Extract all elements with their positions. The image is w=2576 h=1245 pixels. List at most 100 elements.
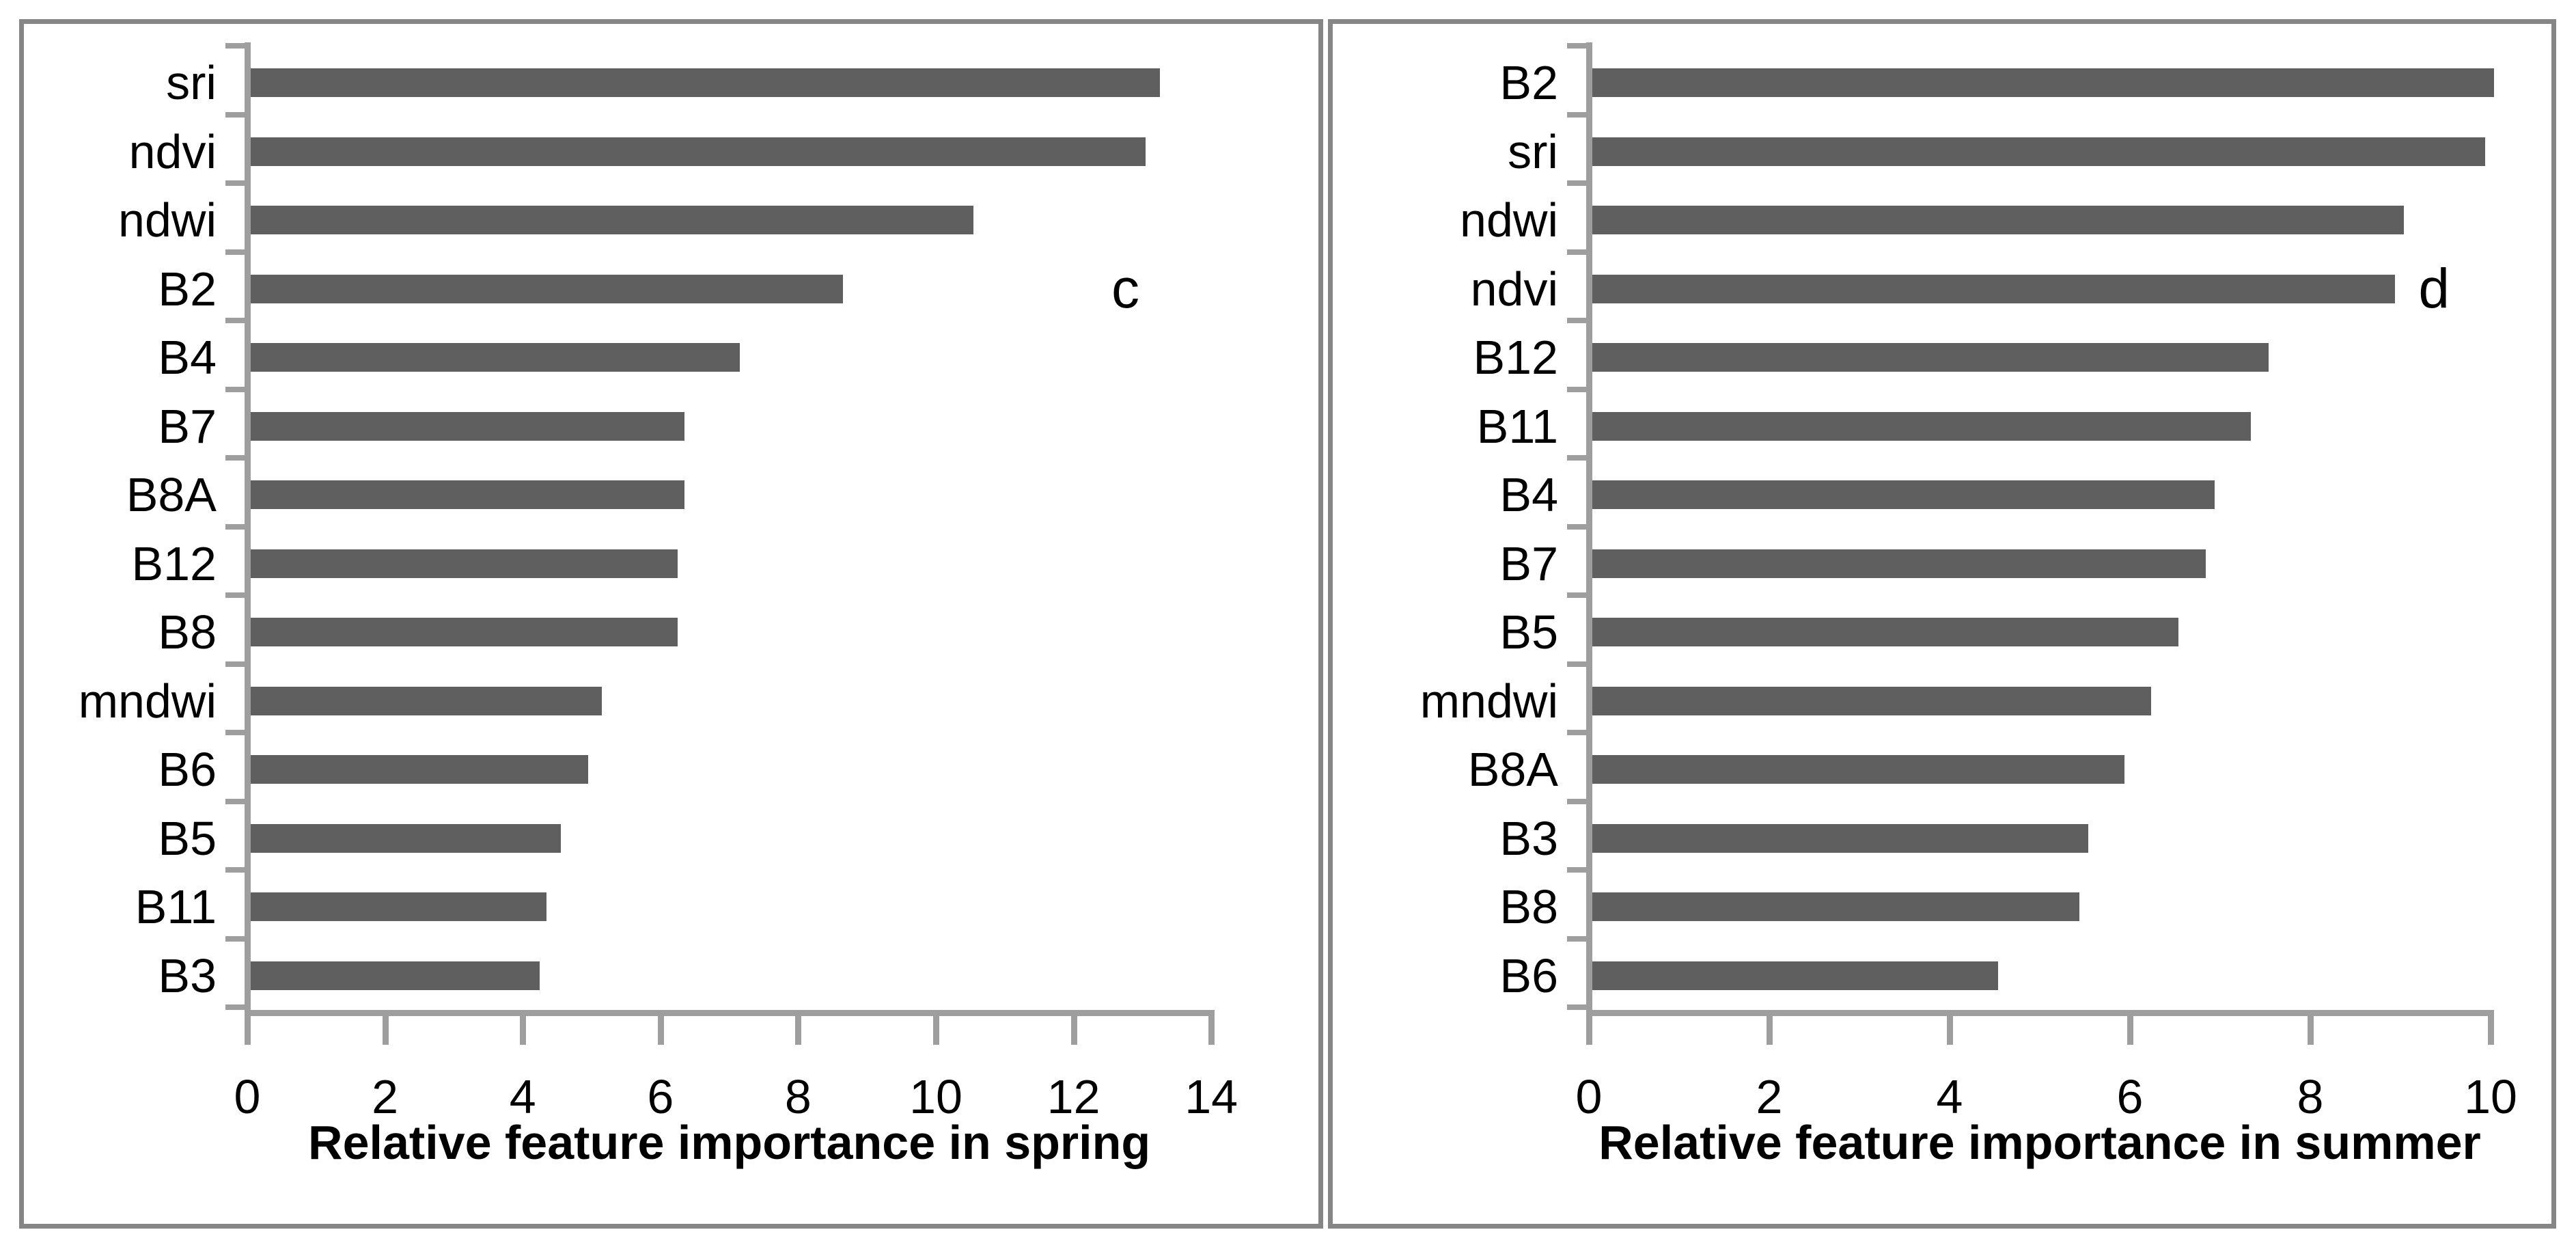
bar-B2 — [1592, 68, 2494, 98]
x-axis-title: Relative feature importance in spring — [308, 1116, 1151, 1169]
y-axis-tick — [225, 43, 245, 49]
x-axis-tick — [1767, 1016, 1773, 1045]
category-label-B7: B7 — [1499, 536, 1558, 590]
y-axis-tick — [225, 523, 245, 530]
y-axis-tick — [225, 798, 245, 804]
category-label-B2: B2 — [158, 262, 217, 316]
category-label-B6: B6 — [1499, 948, 1558, 1002]
category-label-ndwi: ndwi — [1460, 193, 1558, 247]
x-axis-tick — [2308, 1016, 2314, 1045]
category-label-B7: B7 — [158, 399, 217, 453]
y-axis-tick — [225, 111, 245, 118]
x-tick-label-6: 6 — [647, 1070, 674, 1123]
bar-B7 — [1592, 549, 2206, 578]
bar-B5 — [251, 823, 561, 853]
bar-B8 — [1592, 892, 2079, 922]
category-label-mndwi: mndwi — [78, 674, 217, 728]
x-axis-tick — [1070, 1016, 1077, 1045]
x-tick-label-8: 8 — [2297, 1070, 2324, 1123]
x-axis-tick — [795, 1016, 802, 1045]
y-axis-line — [245, 42, 251, 1010]
x-axis-line — [1586, 1010, 2494, 1016]
x-tick-label-8: 8 — [784, 1070, 812, 1123]
category-label-sri: sri — [1508, 124, 1558, 178]
y-axis-tick — [1567, 592, 1586, 598]
category-label-B8: B8 — [158, 605, 217, 659]
x-tick-label-2: 2 — [1756, 1070, 1783, 1123]
x-tick-label-12: 12 — [1047, 1070, 1100, 1123]
bar-B4 — [1592, 480, 2215, 510]
y-axis-tick — [225, 867, 245, 873]
category-label-B8A: B8A — [126, 468, 217, 522]
bar-B8 — [251, 618, 678, 647]
bar-B12 — [251, 549, 678, 578]
y-axis-tick — [1567, 318, 1586, 323]
x-axis-tick — [1947, 1016, 1953, 1045]
category-label-B5: B5 — [1499, 605, 1558, 659]
bar-sri — [1592, 137, 2485, 166]
y-axis-tick — [1567, 935, 1586, 942]
y-axis-tick — [1567, 455, 1586, 461]
category-label-B3: B3 — [158, 948, 217, 1002]
bar-B6 — [251, 755, 588, 784]
bar-B6 — [1592, 961, 1998, 990]
category-label-B3: B3 — [1499, 811, 1558, 865]
bar-B3 — [1592, 823, 2088, 853]
panel-spring: sri ndvi ndwi B2 B4 B7 B8A B12 B8 mndwi B6 B5 B11 B3 0… — [19, 19, 1323, 1229]
x-tick-label-6: 6 — [2116, 1070, 2144, 1123]
category-label-B12: B12 — [1473, 331, 1558, 385]
y-axis-tick — [1567, 730, 1586, 735]
category-label-ndvi: ndvi — [128, 124, 217, 178]
y-axis-tick — [225, 249, 245, 255]
y-axis-line — [1586, 42, 1592, 1010]
category-label-B4: B4 — [1499, 468, 1558, 522]
y-axis-tick — [1567, 523, 1586, 530]
y-axis-tick — [1567, 386, 1586, 392]
y-axis-tick — [1567, 661, 1586, 667]
category-label-ndvi: ndvi — [1470, 262, 1558, 316]
x-axis-tick — [1208, 1016, 1215, 1045]
panel-letter-c: c — [1111, 257, 1140, 320]
category-label-mndwi: mndwi — [1419, 674, 1558, 728]
x-axis-tick — [382, 1016, 389, 1045]
y-axis-tick — [225, 730, 245, 735]
x-axis-tick — [1586, 1016, 1592, 1045]
y-axis-tick — [1567, 867, 1586, 873]
panel-letter-d: d — [2418, 257, 2450, 320]
x-tick-label-0: 0 — [1575, 1070, 1603, 1123]
x-axis-tick — [520, 1016, 527, 1045]
category-label-B11: B11 — [135, 880, 217, 934]
y-axis-tick — [1567, 798, 1586, 804]
category-label-B11: B11 — [1476, 399, 1558, 453]
x-axis-title: Relative feature importance in summer — [1598, 1116, 2481, 1169]
bar-B2 — [251, 274, 843, 303]
y-axis-tick — [225, 180, 245, 186]
y-axis-tick — [225, 455, 245, 461]
y-axis-tick — [1567, 43, 1586, 49]
x-axis-tick — [2488, 1016, 2494, 1045]
bar-B5 — [1592, 618, 2178, 647]
bar-B3 — [251, 961, 540, 990]
bar-ndwi — [251, 206, 973, 235]
category-label-B8A: B8A — [1467, 743, 1558, 797]
y-axis-tick — [1567, 249, 1586, 255]
x-axis-tick — [933, 1016, 939, 1045]
category-label-B8: B8 — [1499, 880, 1558, 934]
bar-mndwi — [251, 686, 602, 715]
bar-B4 — [251, 343, 740, 372]
bar-ndwi — [1592, 206, 2404, 235]
x-tick-label-0: 0 — [234, 1070, 261, 1123]
bar-ndvi — [251, 137, 1146, 166]
category-label-B6: B6 — [158, 743, 217, 797]
x-axis-line — [245, 1010, 1215, 1016]
y-axis-tick — [225, 318, 245, 323]
x-axis-tick — [657, 1016, 664, 1045]
bar-ndvi — [1592, 274, 2395, 303]
x-tick-label-10: 10 — [909, 1070, 962, 1123]
y-axis-tick — [225, 935, 245, 942]
bar-sri — [251, 68, 1160, 98]
y-axis-tick — [1567, 111, 1586, 118]
x-axis-tick — [245, 1016, 251, 1045]
category-label-sri: sri — [166, 56, 217, 110]
category-label-B4: B4 — [158, 331, 217, 385]
